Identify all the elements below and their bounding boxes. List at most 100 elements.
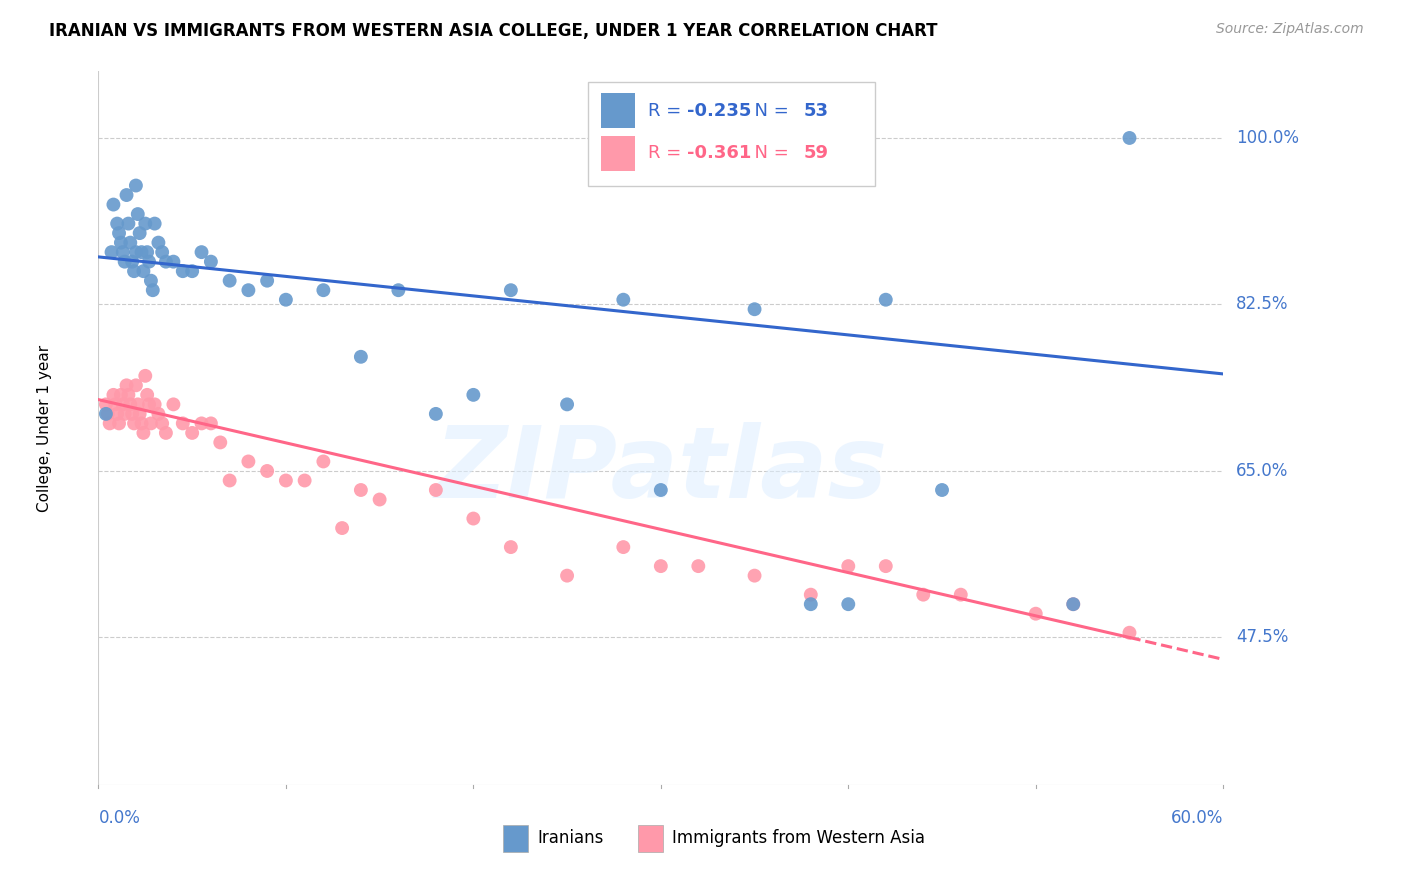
Point (312, 454, 335, 468)
FancyBboxPatch shape (503, 825, 529, 852)
Point (463, 388, 485, 402)
Point (111, 397, 134, 411)
Point (121, 407, 143, 421)
Text: R =: R = (648, 145, 688, 162)
Text: -0.235: -0.235 (686, 102, 751, 120)
Point (744, 302, 766, 317)
Point (148, 407, 170, 421)
Point (128, 226, 150, 240)
Text: -0.361: -0.361 (686, 145, 751, 162)
Point (125, 378, 148, 392)
Point (103, 197, 125, 211)
Point (150, 245, 173, 260)
Point (127, 207, 149, 221)
Point (200, 417, 222, 431)
Point (138, 254, 160, 268)
Point (931, 483, 953, 497)
Point (132, 425, 155, 440)
Point (136, 388, 159, 402)
Point (128, 407, 150, 421)
Point (172, 417, 194, 431)
Point (612, 540, 634, 554)
Point (200, 254, 222, 268)
Point (688, 559, 710, 574)
Point (238, 283, 260, 297)
Text: 100.0%: 100.0% (1236, 129, 1299, 147)
Point (190, 245, 212, 260)
Point (131, 245, 153, 260)
Point (800, 597, 823, 611)
Point (650, 559, 672, 574)
Point (162, 254, 184, 268)
Point (97, 407, 120, 421)
Point (499, 283, 522, 297)
Text: 60.0%: 60.0% (1171, 809, 1223, 827)
Point (238, 454, 260, 468)
Text: College, Under 1 year: College, Under 1 year (37, 344, 52, 512)
Point (1118, 625, 1140, 640)
FancyBboxPatch shape (638, 825, 664, 852)
Point (181, 425, 204, 440)
Point (122, 264, 145, 278)
Point (650, 483, 672, 497)
Point (148, 235, 170, 250)
FancyBboxPatch shape (602, 94, 636, 128)
Point (108, 226, 131, 240)
Point (218, 474, 240, 488)
Point (115, 378, 138, 392)
Point (499, 540, 522, 554)
Point (121, 254, 143, 268)
Point (115, 188, 138, 202)
Point (143, 397, 166, 411)
Point (181, 264, 204, 278)
Point (387, 283, 409, 297)
Point (142, 283, 165, 297)
Point (114, 254, 136, 268)
Point (425, 483, 447, 497)
Point (463, 511, 485, 525)
Text: 47.5%: 47.5% (1236, 629, 1289, 647)
Text: 0.0%: 0.0% (98, 809, 141, 827)
Point (104, 397, 127, 411)
Text: 59: 59 (804, 145, 828, 162)
Text: N =: N = (742, 145, 794, 162)
Point (155, 254, 177, 268)
Point (136, 245, 159, 260)
Point (837, 597, 859, 611)
Point (139, 274, 162, 288)
Point (127, 397, 149, 411)
FancyBboxPatch shape (588, 82, 875, 186)
Point (218, 274, 240, 288)
Text: Source: ZipAtlas.com: Source: ZipAtlas.com (1216, 22, 1364, 37)
Point (117, 388, 139, 402)
Point (350, 483, 373, 497)
Point (350, 350, 373, 364)
Point (312, 283, 335, 297)
Point (110, 235, 132, 250)
Point (120, 235, 142, 250)
Point (125, 245, 148, 260)
Point (105, 407, 128, 421)
Point (110, 388, 132, 402)
Point (94, 397, 117, 411)
Point (131, 417, 153, 431)
Point (132, 264, 155, 278)
Point (837, 559, 859, 574)
Point (122, 417, 145, 431)
Text: IRANIAN VS IMMIGRANTS FROM WESTERN ASIA COLLEGE, UNDER 1 YEAR CORRELATION CHART: IRANIAN VS IMMIGRANTS FROM WESTERN ASIA … (49, 22, 938, 40)
Point (330, 521, 353, 535)
Point (425, 407, 447, 421)
Point (143, 217, 166, 231)
Point (744, 568, 766, 582)
Point (1118, 131, 1140, 145)
Point (555, 568, 578, 582)
Point (1062, 597, 1084, 611)
Point (875, 559, 897, 574)
Point (117, 217, 139, 231)
Point (949, 588, 972, 602)
Point (172, 264, 194, 278)
FancyBboxPatch shape (602, 136, 636, 170)
Point (1025, 607, 1047, 621)
Point (555, 397, 578, 411)
Point (256, 274, 278, 288)
